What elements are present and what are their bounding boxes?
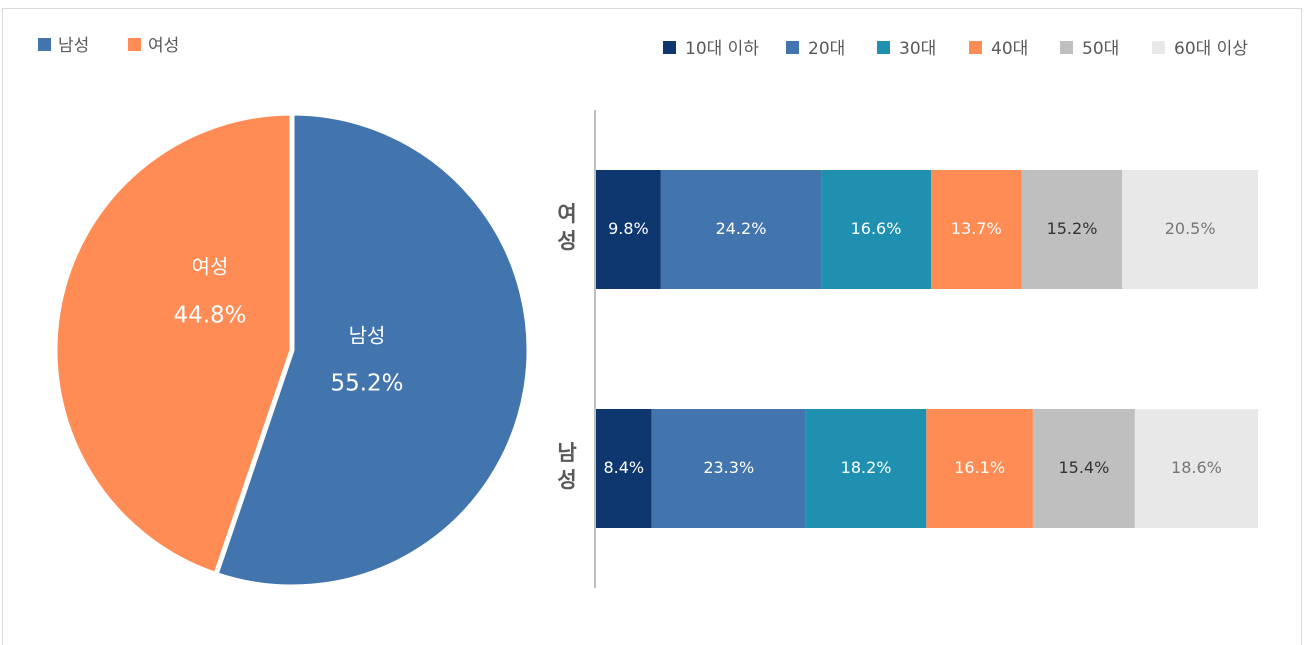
bar-value-label: 23.3% — [703, 458, 754, 477]
bar-segment — [930, 170, 1022, 289]
legend-label: 10대 이하 — [685, 39, 759, 59]
bar-value-label: 20.5% — [1165, 219, 1216, 238]
bar-value-label: 8.4% — [603, 458, 644, 477]
bar-segment — [660, 170, 822, 289]
legend-label: 30대 — [899, 39, 936, 59]
legend-swatch — [663, 41, 676, 54]
slice-value-label: 44.8% — [173, 303, 246, 329]
legend-label: 남성 — [58, 36, 89, 56]
legend-swatch — [877, 41, 890, 54]
bar-value-label: 18.6% — [1171, 458, 1222, 477]
category-label: 여성 — [554, 203, 578, 257]
legend-swatch — [1060, 41, 1073, 54]
bar-value-label: 16.1% — [954, 458, 1005, 477]
legend-label: 60대 이상 — [1174, 39, 1248, 59]
bar-value-label: 24.2% — [716, 219, 767, 238]
bar-segment — [596, 409, 652, 528]
bar-segment — [596, 170, 661, 289]
legend-swatch — [969, 41, 982, 54]
bar-segment — [1122, 170, 1258, 289]
legend-label: 여성 — [148, 36, 179, 56]
pie-slice — [52, 110, 295, 578]
legend-label: 50대 — [1082, 39, 1119, 59]
slice-value-label: 55.2% — [330, 371, 403, 397]
bar-segment — [821, 170, 931, 289]
category-label: 남성 — [554, 442, 578, 496]
slice-category-label: 여성 — [192, 255, 229, 279]
bar-value-label: 16.6% — [851, 219, 902, 238]
bar-value-label: 9.8% — [608, 219, 649, 238]
bar-segment — [926, 409, 1033, 528]
bar-value-label: 13.7% — [951, 219, 1002, 238]
bar-segment — [1134, 409, 1258, 528]
bar-segment — [1021, 170, 1123, 289]
bar-value-label: 15.4% — [1058, 458, 1109, 477]
legend-swatch — [128, 38, 141, 51]
legend-label: 20대 — [808, 39, 845, 59]
bar-segment — [1032, 409, 1135, 528]
bar-segment — [651, 409, 806, 528]
bar-value-label: 18.2% — [841, 458, 892, 477]
legend-swatch — [786, 41, 799, 54]
bar-value-label: 15.2% — [1047, 219, 1098, 238]
legend-swatch — [38, 38, 51, 51]
legend-swatch — [1152, 41, 1165, 54]
slice-category-label: 남성 — [349, 324, 386, 348]
bar-segment — [805, 409, 927, 528]
legend-label: 40대 — [991, 39, 1028, 59]
